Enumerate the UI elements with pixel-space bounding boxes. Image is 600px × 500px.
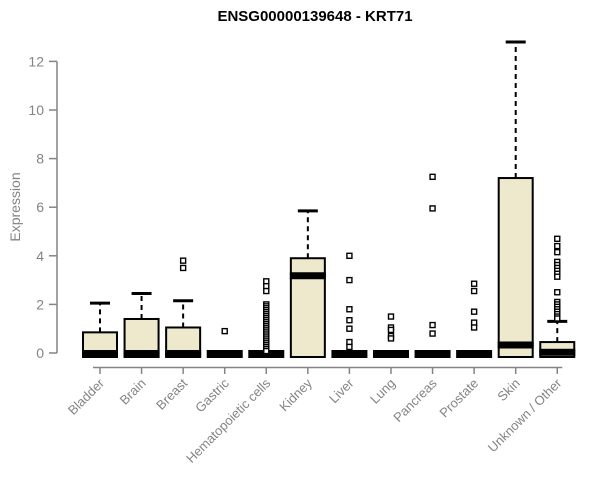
x-tick-label: Prostate: [436, 376, 481, 421]
outlier-point: [429, 205, 436, 212]
chart-title: ENSG00000139648 - KRT71: [217, 8, 413, 25]
median-line: [123, 350, 160, 357]
outlier-point: [346, 343, 353, 351]
outlier-point: [179, 264, 187, 272]
outlier-point: [179, 257, 187, 264]
box-skin: [497, 177, 534, 358]
outlier-point: [346, 252, 353, 260]
x-tick-label: Kidney: [276, 375, 315, 414]
y-tick-label: 8: [36, 151, 44, 167]
y-tick-label: 10: [28, 102, 44, 118]
box-pancreas: [414, 350, 451, 358]
outlier-point: [387, 313, 395, 320]
x-tick-label: Liver: [326, 375, 357, 406]
outlier-point: [470, 324, 478, 331]
box-prostate: [456, 350, 493, 358]
outlier-point: [387, 326, 395, 334]
y-tick-label: 12: [28, 53, 44, 69]
x-tick-label: Skin: [494, 376, 522, 404]
outlier-point: [429, 330, 436, 337]
outlier-point: [554, 248, 561, 256]
outlier-point: [221, 327, 228, 335]
outlier-point: [387, 335, 395, 342]
median-line: [289, 272, 326, 280]
x-tick-label: Brain: [117, 376, 149, 408]
box-liver: [331, 350, 368, 358]
median-line: [82, 350, 118, 357]
outlier-point: [346, 276, 353, 284]
outlier-point: [429, 173, 436, 181]
outlier-point: [263, 347, 270, 355]
outlier-point: [470, 308, 478, 315]
y-tick-label: 4: [36, 248, 44, 264]
box-gastric: [206, 350, 243, 358]
outlier-point: [346, 316, 353, 324]
x-tick-label: Pancreas: [390, 375, 440, 425]
outlier-point: [554, 235, 561, 242]
x-tick-label: Unknown / Other: [485, 375, 565, 455]
y-tick-label: 2: [36, 296, 44, 312]
outlier-point: [346, 306, 353, 313]
outlier-point: [554, 289, 561, 296]
outlier-point: [554, 242, 561, 250]
median-line: [539, 348, 576, 356]
outlier-point: [470, 280, 478, 287]
outlier-point: [470, 287, 478, 295]
outlier-point: [554, 315, 561, 322]
x-tick-label: Lung: [367, 376, 398, 407]
median-line: [497, 341, 534, 349]
outlier-point: [554, 273, 561, 280]
x-tick-label: Bladder: [65, 375, 108, 418]
outlier-point: [263, 287, 270, 295]
median-line: [165, 350, 202, 357]
x-tick-label: Gastric: [192, 375, 232, 415]
box-lung: [372, 350, 409, 358]
outlier-point: [346, 325, 353, 332]
outlier-point: [429, 321, 436, 329]
x-tick-label: Breast: [153, 375, 190, 412]
y-tick-label: 0: [36, 345, 44, 361]
y-tick-label: 6: [36, 199, 44, 215]
